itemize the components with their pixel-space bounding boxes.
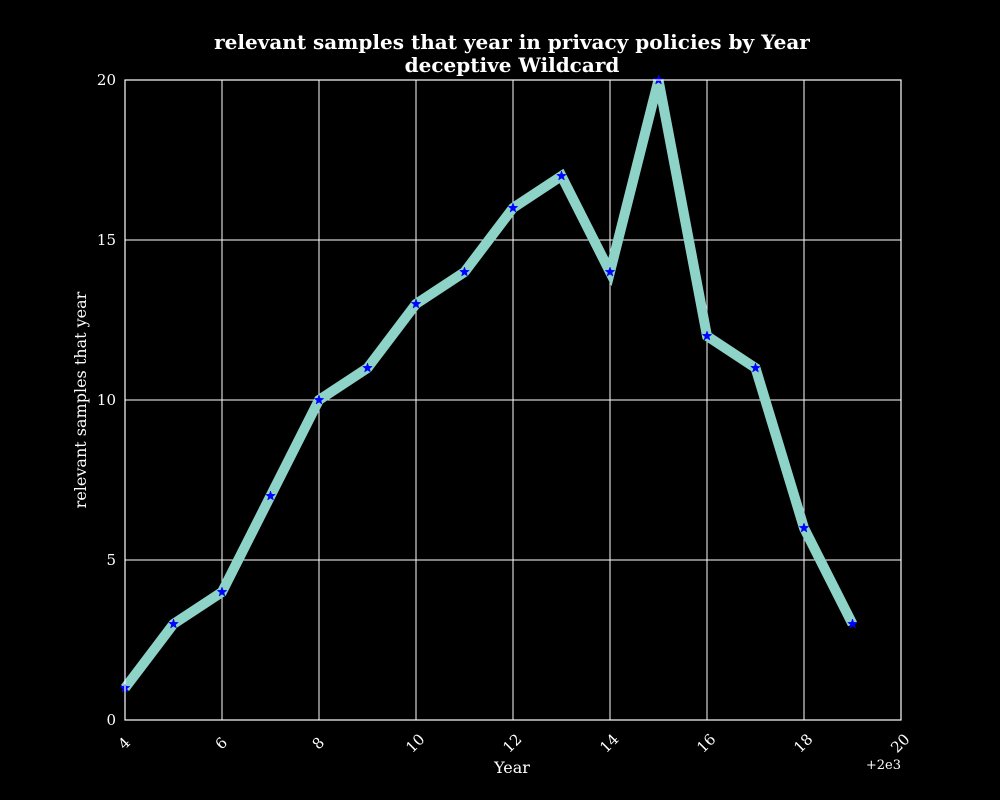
y-tick-label: 15 <box>97 231 116 249</box>
y-tick-label: 0 <box>106 711 116 729</box>
y-tick-label: 5 <box>106 551 116 569</box>
data-point-marker <box>362 362 373 373</box>
chart-title-line-2: deceptive Wildcard <box>405 53 620 77</box>
x-axis-offset-label: +2e3 <box>866 758 901 773</box>
series-line <box>121 78 857 692</box>
data-series <box>119 74 858 693</box>
data-point-marker <box>313 394 325 405</box>
data-point-marker <box>265 490 276 501</box>
data-point-marker <box>750 362 761 373</box>
data-point-marker <box>798 522 810 533</box>
data-point-marker <box>216 586 228 597</box>
y-axis-label: relevant samples that year <box>71 291 90 508</box>
data-point-marker <box>459 266 470 277</box>
data-point-marker <box>847 618 858 629</box>
data-point-marker <box>507 202 519 213</box>
data-point-marker <box>410 298 422 309</box>
data-point-marker <box>701 330 713 341</box>
y-tick-label: 20 <box>97 71 116 89</box>
plot-frame <box>124 79 902 721</box>
data-point-marker <box>556 170 567 181</box>
chart-title-line-1: relevant samples that year in privacy po… <box>214 30 810 54</box>
data-point-marker <box>604 266 616 277</box>
data-point-marker <box>168 618 179 629</box>
x-axis-label: Year <box>493 758 530 777</box>
y-tick-label: 10 <box>97 391 116 409</box>
